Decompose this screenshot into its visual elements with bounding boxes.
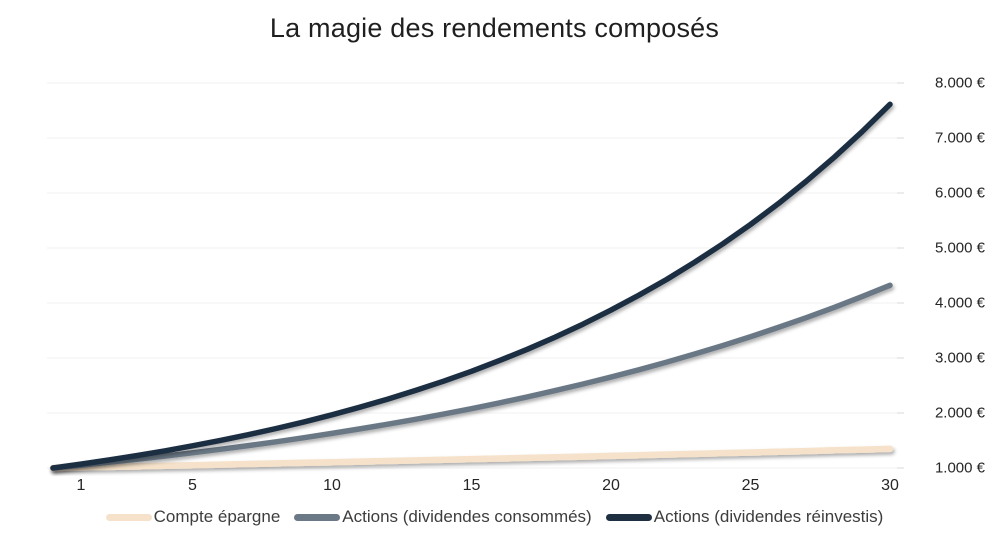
y-axis-label: 2.000 € [934,404,985,422]
y-axis-label: 4.000 € [934,294,985,312]
series-lines [49,101,894,472]
x-axis-label: 20 [602,477,620,494]
x-axis-label: 5 [188,477,197,494]
legend-label-actions-dividendes-consommes: Actions (dividendes consommés) [342,507,592,526]
legend-item-actions-dividendes-consommes: Actions (dividendes consommés) [294,507,592,527]
x-axis-label: 10 [323,477,341,494]
legend: Compte épargne Actions (dividendes conso… [0,507,989,527]
legend-swatch-actions-dividendes-consommes [294,513,341,521]
x-axis-label: 25 [741,477,760,494]
legend-item-compte-epargne: Compte épargne [105,507,281,527]
chart-title: La magie des rendements composés [269,13,720,43]
y-axis-label: 1.000 € [934,459,985,477]
legend-label-compte-epargne: Compte épargne [153,507,281,526]
x-axis-label: 1 [76,477,86,494]
legend-swatch-actions-dividendes-reinvestis [605,513,652,521]
x-axis-label: 30 [881,477,899,494]
legend-item-actions-dividendes-reinvestis: Actions (dividendes réinvestis) [605,507,884,527]
y-axis-label: 5.000 € [934,239,985,257]
y-axis-ticks [897,82,904,469]
y-axis-label: 3.000 € [934,349,985,367]
legend-swatch-compte-epargne [105,513,152,521]
y-axis-label: 8.000 € [934,74,985,92]
y-axis-label: 7.000 € [934,129,985,147]
legend-label-actions-dividendes-reinvestis: Actions (dividendes réinvestis) [653,507,884,526]
y-axis-label: 6.000 € [934,184,985,202]
x-axis-label: 15 [462,477,481,494]
